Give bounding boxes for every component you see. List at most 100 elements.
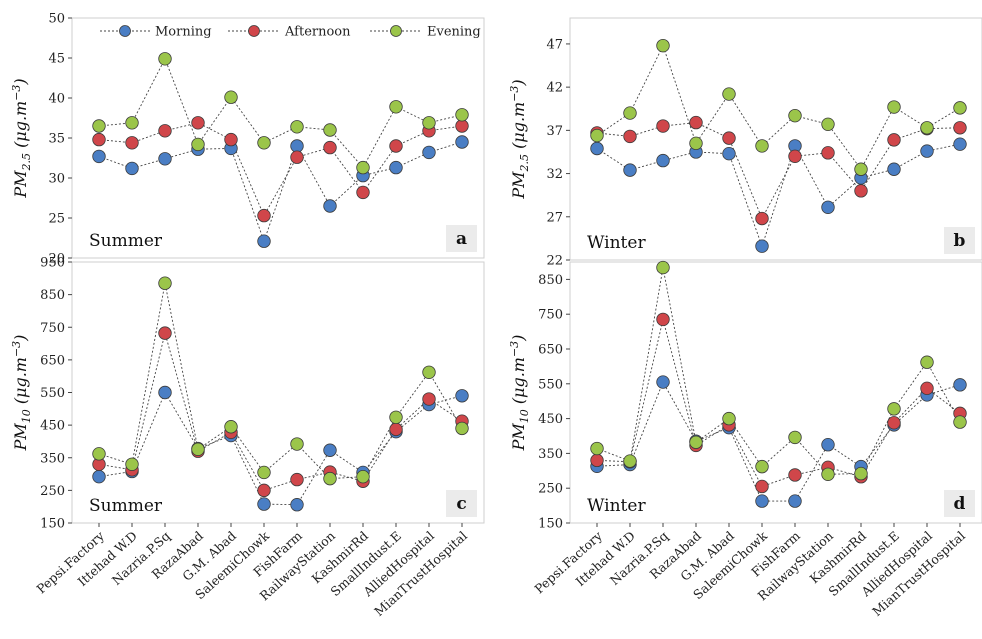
point-evening-3: [191, 137, 205, 152]
point-afternoon-6: [290, 150, 304, 164]
series-line-evening: [98, 283, 463, 480]
y-axis-title: PM10 (μg.m−3): [10, 335, 33, 452]
y-tick-label: 350: [40, 451, 65, 466]
point-morning-0: [590, 141, 604, 156]
point-morning-11: [455, 389, 469, 403]
y-tick-label: 650: [40, 353, 65, 368]
panel-label: d: [954, 494, 966, 514]
point-afternoon-4: [224, 132, 238, 147]
point-afternoon-1: [623, 129, 637, 144]
point-morning-2: [656, 375, 670, 389]
point-morning-7: [821, 200, 835, 214]
point-morning-5: [257, 234, 271, 248]
y-tick-label: 25: [48, 212, 65, 227]
point-evening-9: [389, 100, 403, 114]
point-evening-5: [257, 465, 271, 480]
series-line-afternoon: [596, 319, 961, 488]
point-afternoon-7: [323, 140, 337, 155]
point-morning-5: [257, 497, 271, 511]
point-afternoon-6: [290, 472, 304, 487]
point-morning-0: [92, 469, 106, 484]
legend-marker-evening: [390, 25, 402, 37]
y-tick-label: 27: [546, 210, 563, 225]
point-evening-6: [290, 437, 304, 451]
point-morning-11: [455, 135, 469, 149]
panel-label: a: [456, 229, 467, 249]
point-evening-11: [455, 421, 469, 436]
point-evening-2: [656, 38, 670, 53]
point-evening-7: [821, 467, 835, 481]
point-evening-11: [953, 415, 967, 429]
panel-b: 22 27 32 37 42 47 PM2.5 (μg.m−3) Winter b: [508, 17, 982, 269]
point-afternoon-3: [191, 116, 205, 130]
y-tick-label: 42: [546, 81, 563, 96]
point-evening-9: [887, 402, 901, 416]
panel-label-box: [446, 490, 477, 517]
point-afternoon-5: [257, 208, 271, 223]
point-morning-11: [953, 137, 967, 151]
point-evening-11: [953, 101, 967, 115]
point-morning-5: [755, 494, 769, 508]
y-tick-label: 32: [546, 167, 563, 182]
series-line-morning: [98, 391, 463, 506]
point-evening-4: [722, 87, 736, 101]
point-afternoon-4: [722, 131, 736, 145]
y-axis-title: PM2.5 (μg.m−3): [10, 78, 33, 198]
y-tick-label: 250: [538, 482, 563, 497]
y-tick-label: 47: [546, 37, 563, 52]
point-morning-10: [920, 144, 934, 158]
y-axis-title: PM2.5 (μg.m−3): [508, 79, 531, 199]
point-morning-2: [656, 153, 670, 168]
point-evening-1: [623, 454, 637, 468]
point-afternoon-9: [887, 416, 901, 430]
y-tick-label: 450: [538, 412, 563, 427]
point-evening-4: [224, 90, 238, 104]
point-evening-6: [290, 120, 304, 134]
y-tick-label: 550: [538, 377, 563, 392]
point-afternoon-8: [356, 185, 370, 200]
point-afternoon-6: [788, 468, 802, 482]
point-evening-6: [788, 430, 802, 445]
point-morning-6: [788, 494, 802, 508]
y-tick-label: 950: [40, 256, 65, 271]
legend-label-evening: Evening: [427, 25, 481, 40]
point-afternoon-11: [455, 119, 469, 133]
season-label: Summer: [89, 496, 163, 516]
plot-frame: [569, 261, 982, 524]
series-line-evening: [596, 44, 961, 171]
point-afternoon-6: [788, 149, 802, 163]
point-afternoon-8: [854, 184, 868, 198]
point-evening-4: [722, 411, 736, 426]
y-tick-label: 550: [40, 386, 65, 401]
point-evening-2: [158, 52, 172, 66]
season-label: Winter: [587, 496, 646, 516]
point-afternoon-9: [389, 422, 403, 437]
point-morning-6: [290, 498, 304, 512]
point-morning-7: [821, 438, 835, 452]
y-tick-label: 850: [40, 288, 65, 303]
y-tick-label: 850: [538, 273, 563, 288]
y-axis-title: PM10 (μg.m−3): [508, 335, 531, 452]
point-morning-9: [389, 160, 403, 175]
legend-marker-afternoon: [248, 25, 260, 37]
point-morning-4: [722, 146, 736, 161]
point-evening-9: [887, 100, 901, 114]
series-line-morning: [98, 141, 463, 243]
point-afternoon-7: [821, 146, 835, 160]
panel-c: 150 250 350 450 550 650 750 850 950 PM10 (μg.m−3)…: [10, 256, 485, 532]
point-evening-1: [623, 106, 637, 120]
point-evening-5: [257, 136, 271, 150]
point-morning-0: [92, 149, 106, 164]
y-tick-label: 45: [48, 52, 65, 67]
y-tick-label: 20: [48, 252, 65, 267]
point-evening-10: [920, 121, 934, 135]
point-afternoon-11: [953, 121, 967, 135]
point-afternoon-5: [755, 211, 769, 226]
point-afternoon-9: [389, 139, 403, 153]
point-evening-8: [356, 160, 370, 175]
point-afternoon-1: [125, 136, 139, 150]
series-line-morning: [596, 143, 961, 248]
point-evening-5: [755, 459, 769, 474]
point-evening-0: [590, 441, 604, 456]
